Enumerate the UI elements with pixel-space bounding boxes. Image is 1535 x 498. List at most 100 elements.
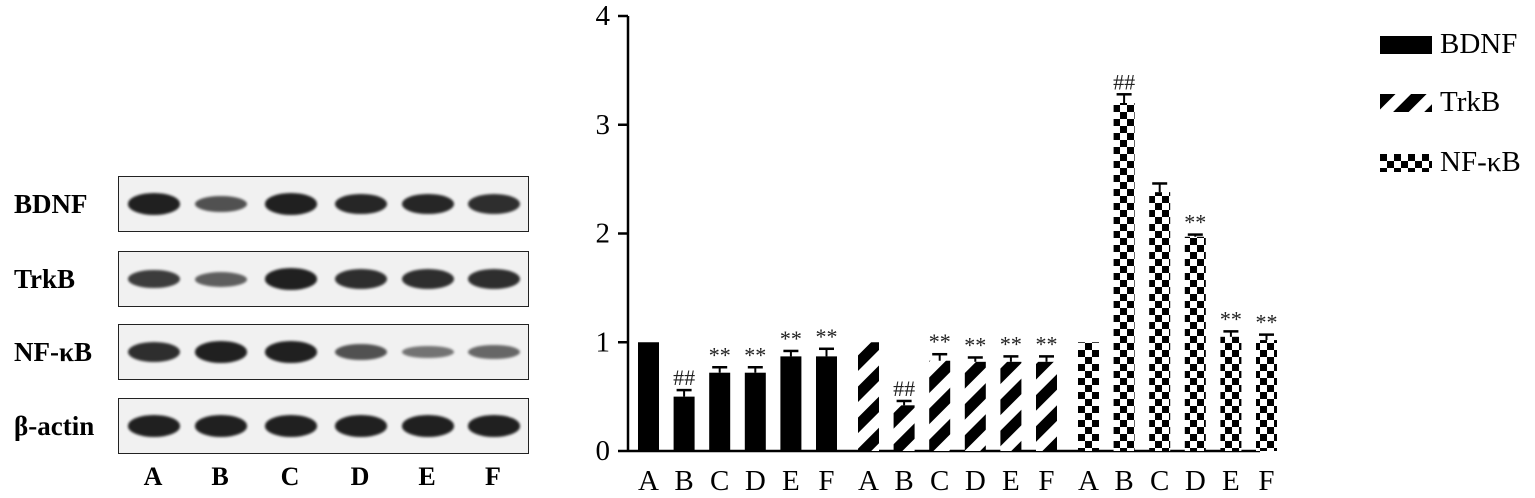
- significance-mark: **: [1000, 331, 1022, 356]
- legend-swatch: [1380, 154, 1432, 172]
- blot-lane-label: C: [280, 462, 300, 491]
- significance-mark: ##: [673, 365, 695, 390]
- blot-row-label: TrkB: [14, 264, 76, 294]
- legend-swatch-fill: [1380, 36, 1432, 54]
- blot-lane-label: D: [350, 462, 370, 491]
- western-blot-panel: BDNF TrkB NF-κB β-actin A B C D E F: [0, 0, 560, 498]
- blot-strip: [118, 176, 529, 232]
- blot-row-label: β-actin: [14, 411, 95, 441]
- blot-band: [265, 268, 317, 290]
- bar: [1000, 361, 1022, 451]
- blot-band: [335, 415, 387, 437]
- blot-band: [128, 415, 180, 437]
- x-tick-label: A: [1078, 465, 1099, 497]
- significance-mark: **: [1220, 306, 1242, 331]
- blot-lane-label: F: [485, 462, 501, 491]
- bar: [673, 396, 695, 451]
- bar: [1184, 236, 1206, 451]
- y-tick-label: 0: [596, 435, 611, 467]
- y-tick-label: 3: [596, 109, 611, 141]
- significance-mark: **: [709, 342, 731, 367]
- bar: [893, 405, 915, 451]
- blot-band: [468, 344, 520, 360]
- blot-band: [402, 345, 454, 359]
- bar: [1078, 342, 1099, 451]
- blot-band: [335, 269, 387, 289]
- bar: [744, 372, 766, 451]
- blot-band: [195, 415, 247, 437]
- x-tick-label: E: [1222, 465, 1240, 497]
- legend-swatch-fill: [1380, 94, 1432, 112]
- blot-band: [195, 195, 247, 213]
- blot-band: [402, 193, 454, 215]
- bar: [1220, 336, 1242, 451]
- x-tick-label: B: [1114, 465, 1133, 497]
- significance-mark: **: [964, 332, 986, 357]
- x-tick-label: F: [1038, 465, 1054, 497]
- significance-mark: **: [929, 329, 951, 354]
- blot-band: [335, 343, 387, 361]
- legend-label: NF-κB: [1440, 146, 1521, 178]
- blot-strip: [118, 324, 529, 380]
- y-tick-label: 4: [596, 0, 611, 32]
- bar: [1256, 340, 1277, 451]
- blot-row-label: NF-κB: [14, 337, 92, 367]
- x-tick-label: C: [930, 465, 949, 497]
- blot-band: [265, 193, 317, 215]
- x-tick-label: A: [858, 465, 879, 497]
- x-tick-label: E: [1002, 465, 1020, 497]
- blot-band: [195, 271, 247, 287]
- blot-band: [128, 269, 180, 289]
- x-tick-label: A: [638, 465, 659, 497]
- significance-mark: **: [780, 326, 802, 351]
- blot-band: [402, 269, 454, 289]
- blot-lane-label: A: [143, 462, 163, 491]
- y-tick-label: 2: [596, 218, 611, 250]
- blot-band: [468, 194, 520, 214]
- blot-band: [265, 341, 317, 363]
- blot-lane-label: E: [418, 462, 436, 491]
- x-tick-label: B: [894, 465, 913, 497]
- legend-label: BDNF: [1440, 28, 1518, 60]
- x-tick-label: D: [1185, 465, 1206, 497]
- bar: [709, 372, 731, 451]
- significance-mark: **: [816, 324, 838, 349]
- bar: [1036, 361, 1057, 451]
- blot-strip: [118, 251, 529, 307]
- bar: [964, 361, 986, 451]
- significance-mark: **: [1184, 210, 1206, 235]
- x-tick-label: E: [782, 465, 800, 497]
- blot-band: [265, 415, 317, 437]
- significance-mark: ##: [893, 376, 915, 401]
- blot-band: [468, 269, 520, 289]
- bar: [638, 342, 659, 451]
- blot-band: [335, 193, 387, 215]
- bar: [858, 342, 879, 451]
- x-tick-label: F: [818, 465, 834, 497]
- x-tick-label: D: [965, 465, 986, 497]
- blot-row-label: BDNF: [14, 189, 88, 219]
- bar: [1113, 103, 1135, 451]
- blot-band: [128, 193, 180, 215]
- legend-swatch: [1380, 36, 1432, 54]
- x-tick-label: C: [710, 465, 729, 497]
- x-tick-label: B: [674, 465, 693, 497]
- blot-band: [128, 342, 180, 362]
- x-tick-label: C: [1150, 465, 1169, 497]
- blot-band: [468, 415, 520, 437]
- bar: [816, 356, 837, 451]
- blot-lane-label: B: [211, 462, 229, 491]
- blot-band: [402, 415, 454, 437]
- blot-band: [195, 341, 247, 363]
- legend-swatch-fill: [1380, 154, 1432, 172]
- bar: [780, 356, 802, 451]
- bar: [929, 360, 951, 451]
- legend-swatch: [1380, 94, 1432, 112]
- significance-mark: **: [1036, 331, 1058, 356]
- blot-strip: [118, 398, 529, 454]
- x-tick-label: D: [745, 465, 766, 497]
- bar: [1149, 192, 1171, 452]
- y-tick-label: 1: [596, 326, 611, 358]
- significance-mark: **: [744, 342, 766, 367]
